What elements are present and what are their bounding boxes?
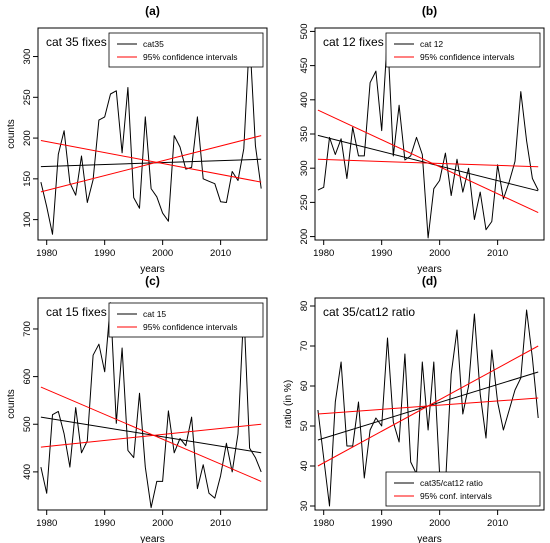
x-tick-label: 1990	[94, 248, 115, 259]
y-tick-label: 40	[299, 461, 310, 472]
y-tick-label: 500	[22, 416, 33, 432]
y-tick-label: 200	[299, 229, 310, 245]
y-tick-label: 200	[22, 130, 33, 146]
chart-panel-1: (b) cat 12 fixes 1980 1990 2000 2010 200 250 300…	[299, 4, 545, 275]
chart-panel-0: (a) cat 35 fixes 1980 1990 2000 2010 100 150 200…	[6, 4, 268, 275]
y-tick-label: 600	[22, 369, 33, 385]
y-tick-label: 400	[22, 464, 33, 480]
y-tick-label: 700	[22, 321, 33, 337]
legend-label: cat35	[143, 39, 164, 49]
y-tick-label: 400	[299, 92, 310, 108]
x-tick-label: 1990	[371, 518, 392, 529]
y-tick-label: 50	[299, 421, 310, 432]
series-line-0	[317, 34, 539, 239]
chart-panel-3: (d) cat 35/cat12 ratio 1980 1990 2000 2010 30 4…	[283, 274, 545, 543]
panel-inner-title: cat 35/cat12 ratio	[323, 305, 415, 319]
legend-box	[385, 471, 541, 507]
legend: cat 12 95% confidence intervals	[385, 32, 541, 68]
y-tick-label: 500	[299, 23, 310, 39]
series-line-2	[317, 109, 539, 214]
x-tick-label: 2000	[152, 518, 173, 529]
panel-inner-title: cat 12 fixes	[323, 35, 384, 49]
x-tick-label: 2010	[210, 248, 231, 259]
series-line-3	[40, 135, 262, 193]
legend-label: 95% confidence intervals	[420, 52, 515, 62]
series-line-3	[317, 345, 539, 467]
legend-box	[108, 32, 264, 68]
y-tick-label: 80	[299, 301, 310, 312]
legend-box	[108, 302, 264, 338]
series-line-1	[40, 158, 262, 168]
y-tick-label: 250	[299, 194, 310, 210]
series-line-3	[40, 423, 262, 448]
x-axis-title: years	[140, 534, 164, 543]
legend-label: cat 12	[420, 39, 443, 49]
plot-frame	[37, 297, 268, 511]
legend-label: 95% conf. intervals	[420, 491, 492, 501]
panel-inner-title: cat 35 fixes	[46, 35, 107, 49]
panel-label: (a)	[145, 4, 160, 18]
legend-label: 95% confidence intervals	[143, 322, 238, 332]
y-tick-label: 300	[299, 160, 310, 176]
panel-label: (c)	[145, 274, 160, 288]
x-axis-title: years	[417, 534, 441, 543]
series-line-3	[317, 158, 539, 168]
y-tick-label: 250	[22, 89, 33, 105]
x-axis-title: years	[417, 264, 441, 275]
y-tick-label: 300	[22, 49, 33, 65]
x-tick-label: 2000	[429, 518, 450, 529]
x-tick-label: 1980	[313, 248, 334, 259]
y-tick-label: 70	[299, 341, 310, 352]
legend-label: 95% confidence intervals	[143, 52, 238, 62]
x-tick-label: 2010	[487, 248, 508, 259]
x-tick-label: 2000	[152, 248, 173, 259]
series-line-1	[40, 416, 262, 454]
x-tick-label: 2000	[429, 248, 450, 259]
x-tick-label: 2010	[210, 518, 231, 529]
y-axis-title: counts	[6, 119, 17, 148]
legend: cat 15 95% confidence intervals	[108, 302, 264, 338]
plot-frame	[37, 27, 268, 241]
x-axis-title: years	[140, 264, 164, 275]
chart-panel-2: (c) cat 15 fixes 1980 1990 2000 2010 400 500 600…	[6, 274, 268, 543]
series-line-2	[40, 140, 262, 183]
legend-label: cat 15	[143, 309, 166, 319]
x-tick-label: 1990	[371, 248, 392, 259]
y-tick-label: 60	[299, 381, 310, 392]
legend-label: cat35/cat12 ratio	[420, 478, 483, 488]
x-tick-label: 1980	[313, 518, 334, 529]
x-tick-label: 2010	[487, 518, 508, 529]
x-tick-label: 1990	[94, 518, 115, 529]
y-tick-label: 350	[299, 126, 310, 142]
series-line-0	[317, 309, 539, 507]
y-axis-title: counts	[6, 389, 17, 418]
plot-frame	[314, 297, 545, 511]
legend: cat35 95% confidence intervals	[108, 32, 264, 68]
x-tick-label: 1980	[36, 518, 57, 529]
y-axis-title: ratio (in %)	[283, 380, 294, 428]
panel-label: (d)	[422, 274, 437, 288]
series-line-2	[40, 386, 262, 482]
panel-label: (b)	[422, 4, 437, 18]
x-tick-label: 1980	[36, 248, 57, 259]
legend-box	[385, 32, 541, 68]
legend: cat35/cat12 ratio 95% conf. intervals	[385, 471, 541, 507]
y-tick-label: 30	[299, 501, 310, 512]
panel-inner-title: cat 15 fixes	[46, 305, 107, 319]
y-tick-label: 450	[299, 58, 310, 74]
y-tick-label: 150	[22, 171, 33, 187]
y-tick-label: 100	[22, 212, 33, 228]
